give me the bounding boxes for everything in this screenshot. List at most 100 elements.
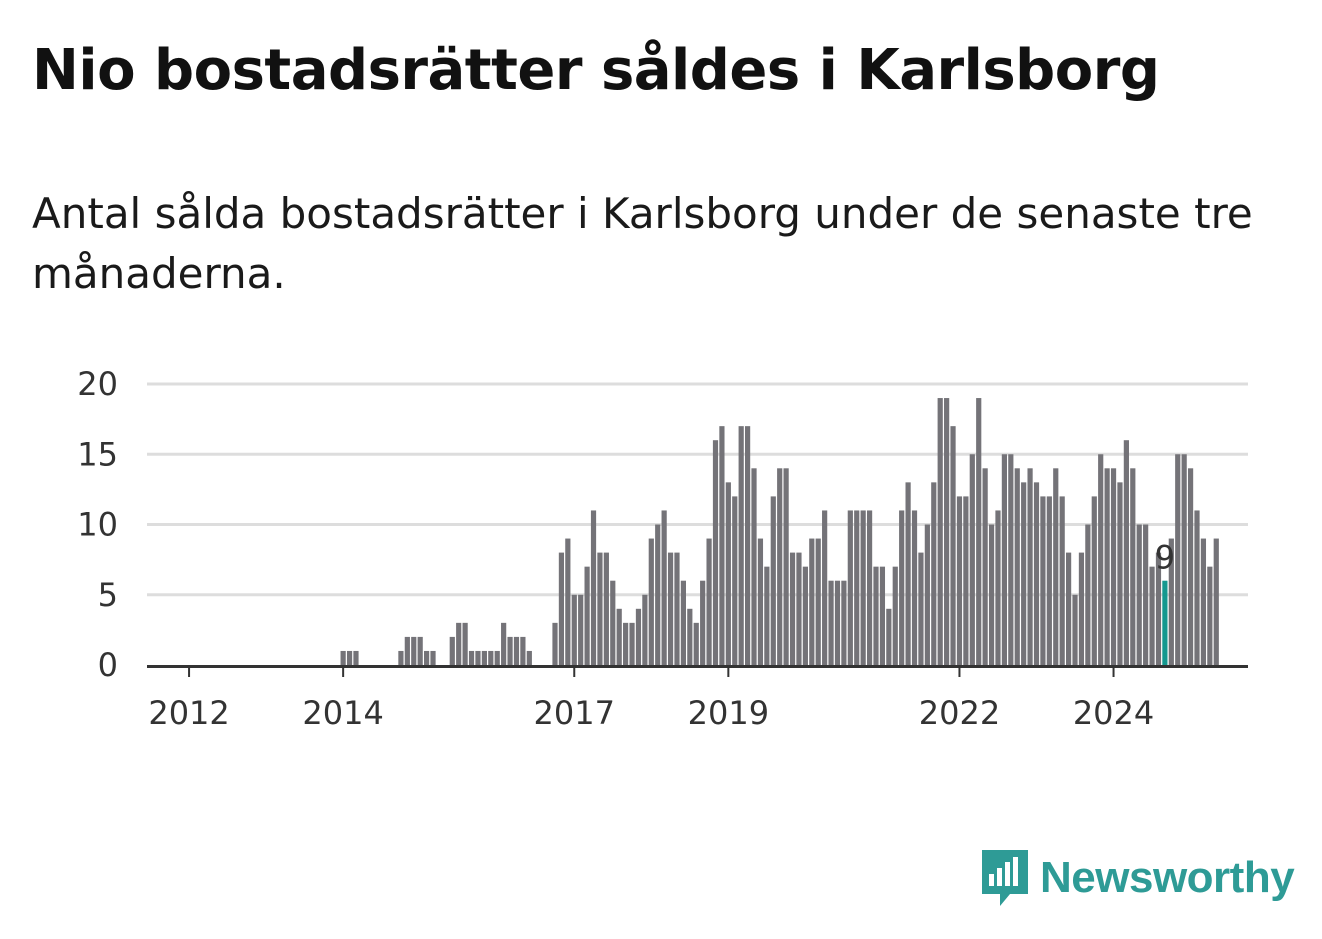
bar bbox=[1021, 482, 1027, 665]
chart-subtitle: Antal sålda bostadsrätter i Karlsborg un… bbox=[32, 189, 1253, 298]
bar bbox=[1143, 524, 1149, 665]
bar bbox=[924, 524, 930, 665]
y-tick-label: 20 bbox=[77, 365, 118, 403]
bar-chart: 2012 2014 2017 2019 2022 2024 0 5 10 15 20 9 bbox=[77, 365, 1248, 732]
bar bbox=[1207, 566, 1213, 665]
bars bbox=[340, 398, 1219, 665]
bar bbox=[513, 636, 520, 665]
bar bbox=[340, 650, 346, 665]
bar bbox=[1104, 468, 1110, 665]
bar bbox=[584, 566, 590, 665]
bar bbox=[424, 650, 430, 665]
bar bbox=[610, 580, 616, 665]
bar bbox=[655, 524, 661, 665]
bar bbox=[1168, 538, 1174, 665]
bar bbox=[918, 552, 924, 665]
brand-name: Newsworthy bbox=[1040, 853, 1295, 902]
bar bbox=[873, 566, 879, 665]
bar bbox=[629, 622, 635, 665]
bar bbox=[732, 496, 738, 665]
bar bbox=[411, 636, 417, 665]
bar bbox=[1117, 482, 1123, 665]
bar bbox=[860, 510, 866, 665]
bar bbox=[899, 510, 905, 665]
bar bbox=[430, 650, 436, 665]
bar bbox=[937, 398, 943, 665]
bar bbox=[905, 482, 911, 665]
bar bbox=[847, 510, 853, 665]
bar bbox=[757, 538, 764, 665]
bar bbox=[526, 650, 532, 665]
x-tick-label: 2012 bbox=[148, 694, 229, 732]
bar bbox=[661, 510, 667, 665]
bar bbox=[1040, 496, 1046, 665]
bar bbox=[789, 552, 796, 665]
bar bbox=[398, 650, 404, 665]
bar bbox=[494, 650, 500, 665]
bar bbox=[1078, 552, 1085, 665]
bar bbox=[635, 608, 642, 665]
bar bbox=[841, 580, 847, 665]
bar bbox=[911, 510, 918, 665]
x-tick-label: 2022 bbox=[919, 694, 1000, 732]
bar bbox=[642, 594, 648, 665]
bar bbox=[854, 510, 860, 665]
bar bbox=[822, 510, 828, 665]
bar bbox=[468, 650, 475, 665]
bar bbox=[616, 608, 622, 665]
bar bbox=[712, 440, 719, 665]
bar bbox=[674, 552, 680, 665]
x-tick-label: 2014 bbox=[302, 694, 383, 732]
bar bbox=[1130, 468, 1136, 665]
bar bbox=[462, 622, 468, 665]
bar bbox=[623, 622, 629, 665]
bar bbox=[603, 552, 609, 665]
bar bbox=[976, 398, 982, 665]
bar bbox=[1175, 454, 1181, 665]
bar bbox=[745, 426, 751, 665]
bar bbox=[809, 538, 815, 665]
bar bbox=[931, 482, 937, 665]
bar bbox=[944, 398, 950, 665]
bar bbox=[706, 538, 712, 665]
bar bbox=[1123, 440, 1129, 665]
bar bbox=[892, 566, 898, 665]
bar bbox=[1200, 538, 1207, 665]
bar bbox=[404, 636, 410, 665]
brand-logo: Newsworthy bbox=[980, 848, 1295, 908]
y-axis: 0 5 10 15 20 bbox=[77, 365, 118, 684]
bar bbox=[1001, 454, 1007, 665]
x-tick-label: 2019 bbox=[688, 694, 769, 732]
bar bbox=[1085, 524, 1091, 665]
bar bbox=[353, 650, 359, 665]
bar bbox=[1059, 496, 1065, 665]
bar bbox=[950, 426, 956, 665]
bar bbox=[417, 636, 423, 665]
bar bbox=[963, 496, 969, 665]
bar bbox=[1187, 468, 1194, 665]
bar bbox=[1136, 524, 1142, 665]
bar bbox=[501, 622, 507, 665]
y-tick-label: 0 bbox=[98, 646, 118, 684]
bar bbox=[982, 468, 988, 665]
bar bbox=[956, 496, 963, 665]
bar bbox=[1149, 566, 1155, 665]
bar bbox=[1033, 482, 1040, 665]
bar bbox=[719, 426, 725, 665]
bar bbox=[552, 622, 558, 665]
x-axis: 2012 2014 2017 2019 2022 2024 bbox=[147, 665, 1248, 732]
bar bbox=[828, 580, 834, 665]
annotations: 9 bbox=[1155, 539, 1175, 577]
bar bbox=[449, 636, 455, 665]
bar bbox=[456, 622, 462, 665]
bar bbox=[866, 510, 873, 665]
highlight-value-label: 9 bbox=[1155, 539, 1175, 577]
bar bbox=[648, 538, 654, 665]
bar bbox=[680, 580, 686, 665]
bar bbox=[488, 650, 494, 665]
bar bbox=[571, 594, 577, 665]
bar bbox=[777, 468, 783, 665]
bar bbox=[590, 510, 597, 665]
bar bbox=[783, 468, 789, 665]
bar bbox=[687, 608, 693, 665]
